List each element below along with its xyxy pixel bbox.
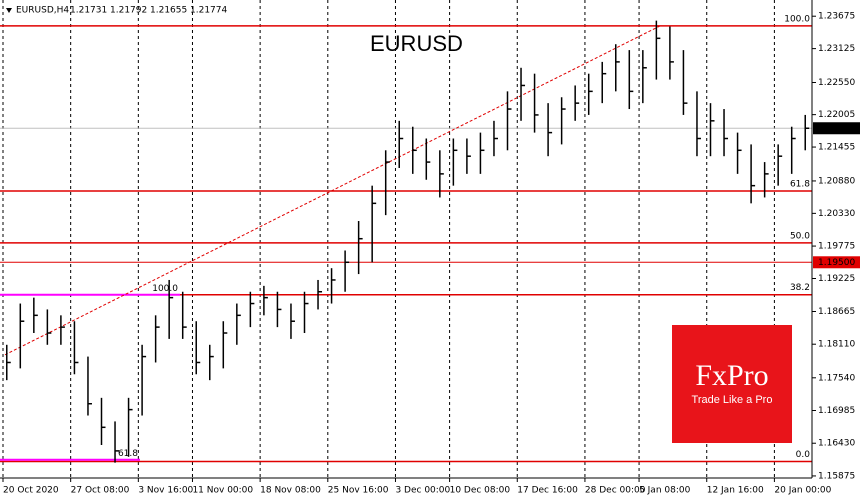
y-tick-label: 1.15875	[818, 471, 855, 481]
y-tick-label: 1.18110	[818, 340, 855, 350]
y-tick-label: 1.19225	[818, 274, 855, 284]
y-tick-label: 1.19775	[818, 242, 855, 252]
x-tick-label: 28 Dec 00:00	[585, 486, 646, 496]
current-price-label: 1.21774	[818, 124, 855, 134]
x-tick-label: 25 Nov 16:00	[328, 486, 389, 496]
x-tick-label: 10 Dec 08:00	[450, 486, 511, 496]
symbol: EURUSD,H4	[16, 6, 69, 16]
x-tick-label: 5 Jan 08:00	[639, 486, 691, 496]
y-tick-label: 1.22005	[818, 110, 855, 120]
fib-label: 50.0	[790, 231, 810, 241]
y-tick-label: 1.23125	[818, 44, 855, 54]
y-tick-label: 1.22550	[818, 78, 855, 88]
y-tick-label: 1.18665	[818, 307, 855, 317]
current-price-box	[813, 122, 860, 135]
menu-arrow[interactable]	[6, 8, 12, 13]
x-tick-label: 11 Nov 00:00	[192, 486, 253, 496]
fib-label: 61.8	[790, 179, 810, 189]
y-tick-label: 1.21455	[818, 143, 855, 153]
y-tick-label: 1.23675	[818, 12, 855, 22]
y-tick-label: 1.20880	[818, 176, 855, 186]
fib-label: 0.0	[796, 450, 811, 460]
y-tick-label: 1.20330	[818, 209, 855, 219]
trendline	[4, 25, 661, 356]
x-tick-label: 3 Nov 16:00	[138, 486, 193, 496]
logo-box	[672, 325, 792, 443]
y-tick-label: 1.16985	[818, 406, 855, 416]
header-value: 1.21731	[70, 6, 107, 16]
x-tick-label: 27 Oct 08:00	[71, 486, 130, 496]
x-tick-label: 18 Nov 08:00	[260, 486, 321, 496]
logo-name: FxPro	[695, 359, 768, 392]
header-value: 1.21655	[150, 6, 187, 16]
fib-label: 100.0	[784, 14, 810, 24]
fib-label: 38.2	[790, 283, 810, 293]
x-tick-label: 3 Dec 00:00	[395, 486, 450, 496]
minor-fib-label: 100.0	[152, 284, 178, 294]
y-tick-label: 1.17540	[818, 373, 855, 383]
x-tick-label: 20 Oct 2020	[3, 486, 59, 496]
header-value: 1.21792	[110, 6, 147, 16]
price-label: 1.19500	[818, 258, 855, 268]
logo-tagline: Trade Like a Pro	[692, 394, 773, 406]
chart-title: EURUSD	[370, 31, 463, 56]
x-tick-label: 12 Jan 16:00	[707, 486, 764, 496]
x-tick-label: 17 Dec 16:00	[517, 486, 578, 496]
price-label-box	[813, 256, 860, 269]
header-value: 1.21774	[190, 6, 227, 16]
x-tick-label: 20 Jan 00:00	[774, 486, 831, 496]
y-tick-label: 1.16430	[818, 439, 855, 449]
